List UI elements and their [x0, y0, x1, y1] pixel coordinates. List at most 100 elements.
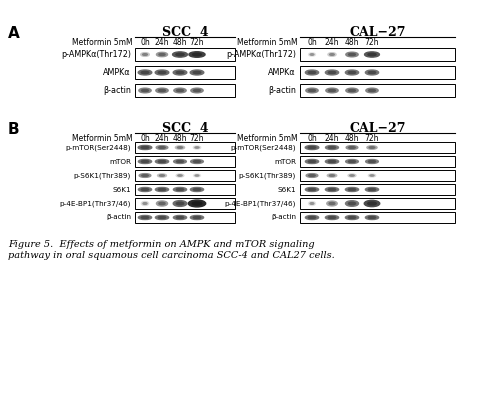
Ellipse shape — [325, 160, 339, 164]
Ellipse shape — [348, 189, 356, 190]
Text: 48h: 48h — [173, 38, 187, 47]
Bar — [135, 48, 235, 61]
Ellipse shape — [142, 189, 148, 190]
Ellipse shape — [194, 146, 200, 149]
Ellipse shape — [369, 147, 375, 148]
Ellipse shape — [345, 215, 359, 219]
Bar — [135, 198, 235, 209]
Ellipse shape — [348, 89, 355, 91]
Ellipse shape — [173, 160, 186, 164]
Ellipse shape — [367, 146, 377, 149]
Bar — [300, 84, 455, 97]
Bar — [135, 84, 235, 97]
Text: p-4E-BP1(Thr37/46): p-4E-BP1(Thr37/46) — [60, 200, 131, 207]
Ellipse shape — [368, 189, 376, 190]
Text: 48h: 48h — [345, 38, 359, 47]
Bar — [135, 184, 235, 195]
Text: AMPKα: AMPKα — [269, 68, 296, 77]
Ellipse shape — [159, 89, 166, 91]
Ellipse shape — [139, 174, 151, 178]
Ellipse shape — [348, 161, 355, 162]
Text: 0h: 0h — [307, 38, 317, 47]
Ellipse shape — [306, 174, 318, 178]
Ellipse shape — [308, 160, 316, 162]
Ellipse shape — [173, 201, 187, 206]
Ellipse shape — [348, 71, 356, 73]
Ellipse shape — [191, 188, 204, 192]
Text: p-S6K1(Thr389): p-S6K1(Thr389) — [74, 172, 131, 179]
Ellipse shape — [141, 71, 149, 73]
Ellipse shape — [190, 70, 204, 75]
Ellipse shape — [142, 175, 148, 176]
Ellipse shape — [138, 146, 152, 150]
Text: S6K1: S6K1 — [277, 186, 296, 192]
Ellipse shape — [176, 189, 184, 190]
Ellipse shape — [327, 201, 337, 206]
Ellipse shape — [330, 54, 334, 55]
Ellipse shape — [192, 202, 202, 205]
Ellipse shape — [348, 202, 356, 205]
Ellipse shape — [143, 53, 147, 55]
Ellipse shape — [328, 189, 336, 190]
Text: β-actin: β-actin — [268, 86, 296, 95]
Text: 48h: 48h — [345, 134, 359, 143]
Ellipse shape — [366, 160, 378, 164]
Ellipse shape — [345, 201, 359, 206]
Ellipse shape — [325, 146, 339, 150]
Ellipse shape — [138, 215, 151, 219]
Ellipse shape — [308, 217, 316, 218]
Ellipse shape — [159, 53, 165, 55]
Ellipse shape — [328, 71, 336, 73]
Ellipse shape — [368, 89, 375, 91]
Ellipse shape — [155, 70, 169, 75]
Ellipse shape — [325, 70, 339, 75]
Ellipse shape — [305, 188, 318, 192]
Ellipse shape — [306, 88, 318, 93]
Ellipse shape — [308, 189, 316, 190]
Text: B: B — [8, 122, 20, 137]
Text: Metformin 5mM: Metformin 5mM — [73, 134, 133, 143]
Ellipse shape — [348, 217, 356, 218]
Bar — [135, 212, 235, 223]
Ellipse shape — [176, 89, 183, 91]
Text: SCC 4: SCC 4 — [162, 26, 208, 39]
Ellipse shape — [329, 202, 335, 205]
Ellipse shape — [138, 160, 151, 164]
Ellipse shape — [176, 217, 184, 218]
Text: pathway in oral squamous cell carcinoma SCC-4 and CAL27 cells.: pathway in oral squamous cell carcinoma … — [8, 251, 335, 260]
Ellipse shape — [195, 147, 199, 148]
Bar — [300, 198, 455, 209]
Ellipse shape — [368, 202, 376, 205]
Bar — [300, 212, 455, 223]
Ellipse shape — [326, 88, 338, 93]
Ellipse shape — [345, 188, 359, 192]
Bar — [135, 66, 235, 79]
Ellipse shape — [158, 217, 166, 218]
Text: p-S6K1(Thr389): p-S6K1(Thr389) — [239, 172, 296, 179]
Ellipse shape — [195, 175, 199, 176]
Ellipse shape — [346, 88, 358, 93]
Ellipse shape — [158, 174, 167, 177]
Bar — [300, 66, 455, 79]
Ellipse shape — [142, 89, 148, 91]
Ellipse shape — [175, 146, 185, 149]
Ellipse shape — [138, 188, 151, 192]
Ellipse shape — [156, 52, 168, 57]
Bar — [300, 156, 455, 167]
Ellipse shape — [366, 70, 379, 75]
Text: p-4E-BP1(Thr37/46): p-4E-BP1(Thr37/46) — [224, 200, 296, 207]
Ellipse shape — [155, 188, 169, 192]
Ellipse shape — [173, 215, 187, 219]
Ellipse shape — [191, 160, 203, 164]
Text: 24h: 24h — [155, 38, 169, 47]
Text: CAL−27: CAL−27 — [349, 122, 406, 135]
Text: A: A — [8, 26, 20, 41]
Ellipse shape — [366, 215, 379, 219]
Ellipse shape — [143, 203, 147, 204]
Ellipse shape — [176, 71, 184, 73]
Ellipse shape — [158, 71, 166, 73]
Text: β-actin: β-actin — [103, 86, 131, 95]
Ellipse shape — [156, 146, 168, 149]
Ellipse shape — [308, 71, 316, 73]
Ellipse shape — [194, 174, 200, 177]
